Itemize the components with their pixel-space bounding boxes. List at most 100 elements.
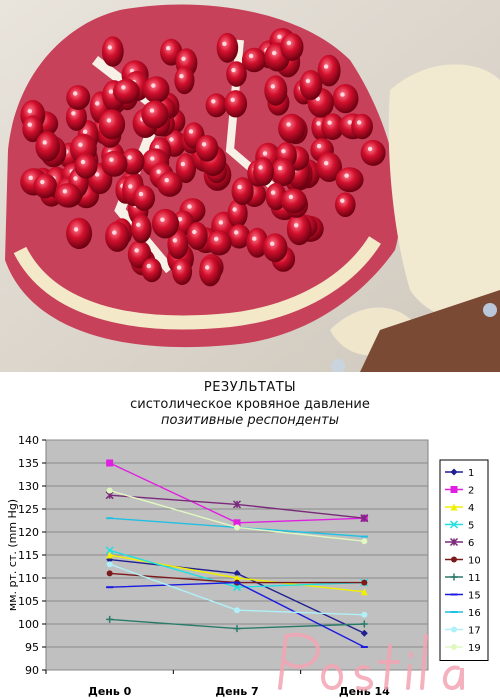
legend-label: 4 <box>468 503 474 514</box>
aril-highlight <box>277 165 283 171</box>
legend-marker <box>450 486 458 493</box>
legend: 1 2 4 5 6 10 11 15 16 17 19 <box>439 459 489 661</box>
pomegranate-aril <box>174 66 195 95</box>
aril-highlight <box>305 78 311 84</box>
aril-highlight <box>149 108 155 113</box>
aril-highlight <box>73 227 79 232</box>
series-17 <box>106 561 368 618</box>
series-6 <box>105 491 369 523</box>
gridlines <box>46 439 428 671</box>
aril-highlight <box>73 91 78 96</box>
aril-highlight <box>73 176 78 181</box>
aril-highlight <box>180 161 186 167</box>
pomegranate-aril <box>22 115 44 143</box>
aril-highlight <box>270 190 276 195</box>
data-point-5 <box>232 583 242 592</box>
y-tick-label: 130 <box>18 480 39 493</box>
aril-highlight <box>146 263 151 269</box>
aril-highlight <box>160 217 165 222</box>
pomegranate-aril <box>66 85 91 110</box>
pomegranate-aril <box>33 173 58 199</box>
pomegranate-aril <box>199 256 222 287</box>
aril-highlight <box>95 172 100 177</box>
data-point-6 <box>232 500 242 509</box>
aril-highlight <box>187 204 192 209</box>
aril-highlight <box>166 46 171 51</box>
aril-highlight <box>288 194 294 200</box>
data-point-19 <box>106 487 113 494</box>
aril-highlight <box>71 111 76 116</box>
pomegranate-aril <box>241 47 267 73</box>
pomegranate-aril <box>186 222 208 250</box>
pomegranate-aril <box>101 36 124 67</box>
pomegranate-aril <box>271 158 296 187</box>
pomegranate-aril <box>141 258 162 283</box>
pomegranate-aril <box>226 61 247 87</box>
pomegranate-aril <box>54 183 81 208</box>
pomegranate-aril <box>335 167 364 193</box>
aril-highlight <box>151 83 156 88</box>
pomegranate-aril <box>141 100 169 129</box>
data-point-11 <box>106 615 114 623</box>
aril-highlight <box>281 149 286 154</box>
pomegranate-aril <box>216 32 239 63</box>
pomegranate-aril <box>299 70 323 100</box>
data-point-1 <box>360 629 368 637</box>
aril-highlight <box>40 179 45 185</box>
pomegranate-aril <box>35 131 60 162</box>
aril-highlight <box>172 238 178 243</box>
data-point-5 <box>105 546 114 555</box>
aril-highlight <box>340 198 345 203</box>
x-tick-label: День 7 <box>215 685 258 698</box>
data-point-6 <box>360 514 369 523</box>
pomegranate-aril <box>321 113 344 140</box>
legend-item-19: 19 <box>445 643 481 654</box>
aril-highlight <box>270 241 275 246</box>
aril-highlight <box>154 144 160 150</box>
pomegranate-aril <box>227 224 251 249</box>
pomegranate-aril <box>316 152 343 182</box>
aril-highlight <box>62 189 68 194</box>
data-point-17 <box>361 611 368 618</box>
aril-highlight <box>28 175 33 180</box>
pomegranate-aril <box>246 227 269 258</box>
legend-label: 1 <box>468 468 474 479</box>
aril-highlight <box>234 230 239 235</box>
legend-item-6: 6 <box>445 537 474 549</box>
aril-highlight <box>344 173 349 178</box>
legend-label: 15 <box>468 591 481 602</box>
data-point-17 <box>106 561 113 568</box>
y-tick-label: 120 <box>18 526 39 539</box>
aril-highlight <box>78 142 83 147</box>
data-point-4 <box>106 551 114 559</box>
aril-highlight <box>112 230 117 235</box>
aril-highlight <box>192 229 197 235</box>
data-point-19 <box>234 524 240 531</box>
aril-highlight <box>95 101 100 106</box>
legend-item-10: 10 <box>445 556 481 567</box>
aril-highlight <box>108 89 114 94</box>
aril-highlight <box>277 34 282 39</box>
pomegranate-aril <box>227 199 248 228</box>
pomegranate-aril <box>253 157 274 186</box>
pomegranate-aril <box>175 153 197 184</box>
pomegranate-photo <box>0 0 500 372</box>
series-19 <box>106 487 368 545</box>
aril-highlight <box>150 156 155 161</box>
aril-highlight <box>177 217 183 222</box>
aril-highlight <box>106 118 112 123</box>
legend-item-11: 11 <box>445 573 481 584</box>
chart-subtitle: систолическое кровяное давление <box>130 397 370 412</box>
legend-label: 2 <box>468 486 474 497</box>
aril-highlight <box>128 184 133 189</box>
aril-highlight <box>188 129 194 134</box>
y-tick-label: 100 <box>18 618 39 631</box>
postila-watermark <box>278 632 464 691</box>
aril-highlight <box>169 137 174 142</box>
legend-marker <box>451 556 457 563</box>
aril-highlight <box>156 169 161 174</box>
pomegranate-aril <box>317 54 341 87</box>
pomegranate-aril <box>151 208 179 239</box>
pomegranate-aril <box>262 233 288 263</box>
aril-highlight <box>230 97 235 103</box>
